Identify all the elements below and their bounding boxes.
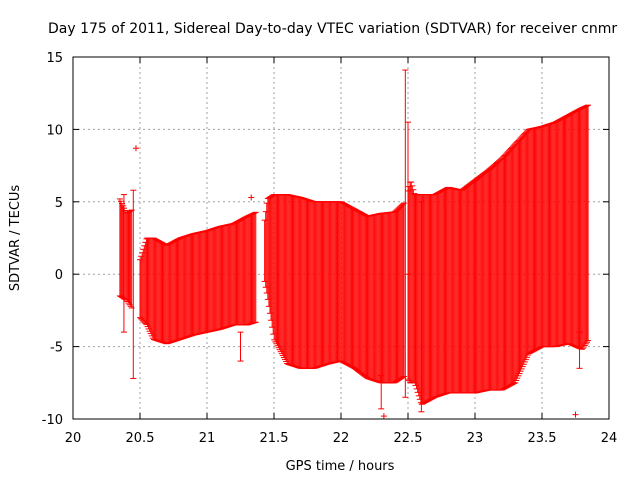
outlier-point — [132, 145, 139, 152]
y-tick-label: 15 — [46, 51, 63, 66]
x-tick-label: 23 — [467, 431, 484, 446]
y-axis-label: SDTVAR / TECUs — [8, 185, 23, 292]
y-tick-label: -5 — [50, 341, 63, 356]
outlier-point — [380, 413, 387, 420]
x-tick-label: 22 — [333, 431, 350, 446]
x-axis-label: GPS time / hours — [286, 459, 395, 474]
outlier-bar — [237, 331, 244, 362]
ticks: 20 20.5 21 21.5 22 22.5 23 23.5 24 -10 -5 0 5 10 15 — [42, 51, 618, 446]
outlier-bar — [418, 201, 425, 413]
outlier-bar — [405, 121, 411, 275]
error-bar — [127, 210, 134, 307]
x-tick-label: 20 — [65, 431, 82, 446]
data-series — [116, 69, 592, 420]
outlier-point — [248, 194, 255, 201]
error-bar — [252, 211, 259, 323]
error-bar — [400, 202, 407, 377]
y-tick-label: -10 — [42, 413, 63, 428]
x-tick-label: 21.5 — [260, 431, 289, 446]
chart-title: Day 175 of 2011, Sidereal Day-to-day VTE… — [48, 21, 617, 37]
x-tick-label: 23.5 — [528, 431, 557, 446]
y-tick-label: 0 — [55, 268, 63, 283]
x-tick-label: 21 — [199, 431, 216, 446]
outlier-bar — [378, 375, 385, 410]
outlier-bar — [130, 189, 137, 379]
y-tick-label: 10 — [46, 123, 63, 138]
y-tick-label: 5 — [55, 196, 63, 211]
x-tick-label: 20.5 — [126, 431, 155, 446]
outlier-bar — [576, 331, 583, 369]
error-bar — [585, 104, 592, 342]
outlier-bar — [120, 194, 127, 333]
x-tick-label: 22.5 — [394, 431, 423, 446]
outlier-point — [572, 411, 579, 418]
outlier-bar — [402, 69, 409, 398]
x-tick-label: 24 — [601, 431, 618, 446]
